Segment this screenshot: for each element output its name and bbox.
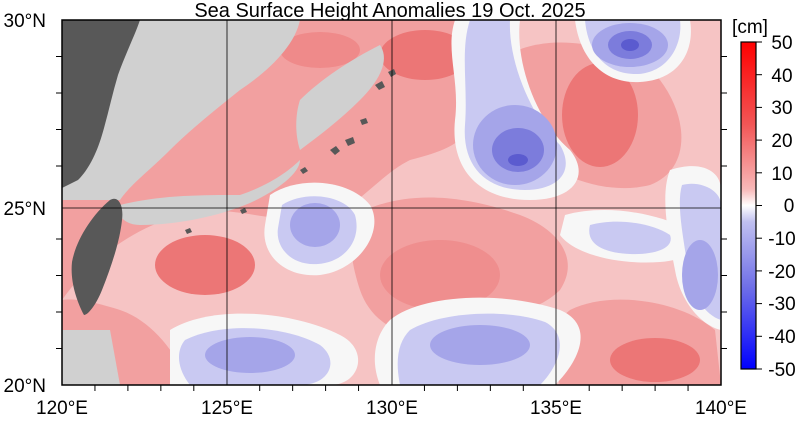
frame-ticks [56,56,727,391]
colorbar-tick-label: -40 [768,327,795,348]
negative-anomaly-core [508,154,528,166]
colorbar-tick-label: 30 [771,98,792,119]
lon-label-140e: 140°E [695,398,747,419]
lat-label-20n: 20°N [4,376,46,397]
lon-label-130e: 130°E [366,398,418,419]
positive-anomaly-core [155,235,255,295]
colorbar-ticks [756,41,762,370]
colorbar-tick-label: -20 [768,262,795,283]
negative-anomaly-core [621,39,639,51]
colorbar-tick-label: -10 [768,229,795,250]
negative-anomaly-mid [682,240,718,310]
negative-anomaly-mid [430,325,530,365]
lat-label-30n: 30°N [4,11,46,32]
colorbar-tick-label: 0 [784,196,795,217]
positive-anomaly-core [280,32,360,68]
colorbar-labels: 50 40 30 20 10 0 -10 -20 -30 -40 -50 [768,33,795,381]
colorbar-tick-label: -50 [768,360,795,381]
negative-anomaly-mid [205,337,295,373]
colorbar-tick-label: 40 [771,66,792,87]
negative-anomaly-core [492,128,544,172]
positive-anomaly-core [380,30,470,80]
colorbar-tick-label: 10 [771,164,792,185]
positive-anomaly-core [610,338,700,382]
positive-anomaly-core [380,240,500,310]
colorbar [740,41,757,370]
taiwan-island [71,198,123,315]
map-title: Sea Surface Height Anomalies 19 Oct. 202… [194,0,585,22]
colorbar-tick-label: 50 [771,33,792,54]
land-mass-shelf [296,45,384,150]
positive-anomaly-core [562,63,638,167]
lon-label-135e: 135°E [530,398,582,419]
negative-anomaly-mid [290,203,340,247]
lon-label-120e: 120°E [36,398,88,419]
colorbar-tick-label: -30 [768,294,795,315]
land-mass-shelf [62,330,120,385]
land-mass-shelf [118,160,301,225]
graticule [62,20,721,385]
plot-area [62,20,721,385]
coastline-china [62,20,140,188]
lon-label-125e: 125°E [201,398,253,419]
colorbar-unit: [cm] [732,17,768,38]
colorbar-tick-label: 20 [771,131,792,152]
lat-label-25n: 25°N [4,199,46,220]
negative-anomaly-region [589,221,671,255]
map-frame [61,19,722,386]
